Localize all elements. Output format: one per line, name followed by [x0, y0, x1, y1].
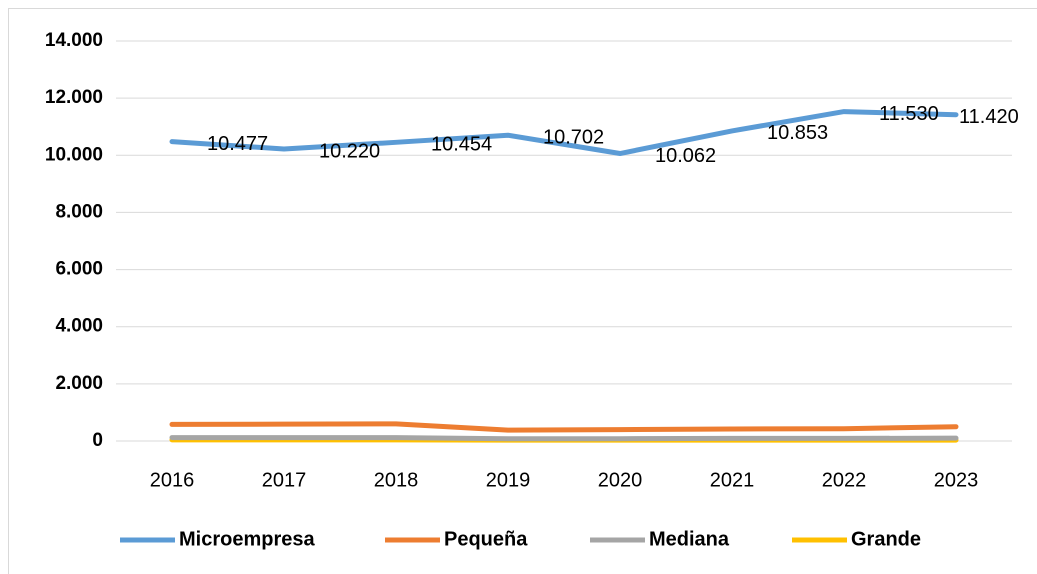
data-label: 10.702 — [543, 127, 604, 149]
x-tick-label: 2020 — [598, 469, 643, 491]
series-line — [169, 435, 959, 442]
legend-label: Microempresa — [179, 528, 315, 550]
y-tick-label: 12.000 — [45, 87, 103, 108]
data-label: 11.420 — [959, 106, 1019, 128]
x-tick-label: 2019 — [486, 469, 531, 491]
x-tick-label: 2016 — [150, 469, 195, 491]
series-line — [169, 421, 959, 433]
y-tick-label: 0 — [92, 430, 103, 451]
legend-label: Mediana — [649, 528, 730, 550]
legend-label: Pequeña — [444, 528, 528, 550]
y-tick-label: 14.000 — [45, 30, 103, 51]
data-label: 10.477 — [207, 133, 268, 155]
chart-frame — [8, 8, 1037, 574]
data-label: 11.530 — [879, 103, 939, 125]
x-tick-label: 2017 — [262, 469, 307, 491]
data-label: 10.454 — [431, 134, 492, 156]
data-label: 10.062 — [655, 145, 716, 167]
y-tick-label: 6.000 — [55, 259, 103, 280]
y-tick-label: 2.000 — [55, 373, 103, 394]
data-label: 10.853 — [767, 122, 828, 144]
legend-label: Grande — [851, 528, 921, 550]
data-label: 10.220 — [319, 140, 380, 162]
x-tick-label: 2022 — [822, 469, 867, 491]
x-tick-label: 2021 — [710, 469, 755, 491]
y-tick-label: 4.000 — [55, 316, 103, 337]
y-tick-label: 10.000 — [45, 144, 103, 165]
y-tick-label: 8.000 — [55, 201, 103, 222]
x-tick-label: 2018 — [374, 469, 419, 491]
x-tick-label: 2023 — [934, 469, 979, 491]
series-line — [169, 109, 959, 157]
